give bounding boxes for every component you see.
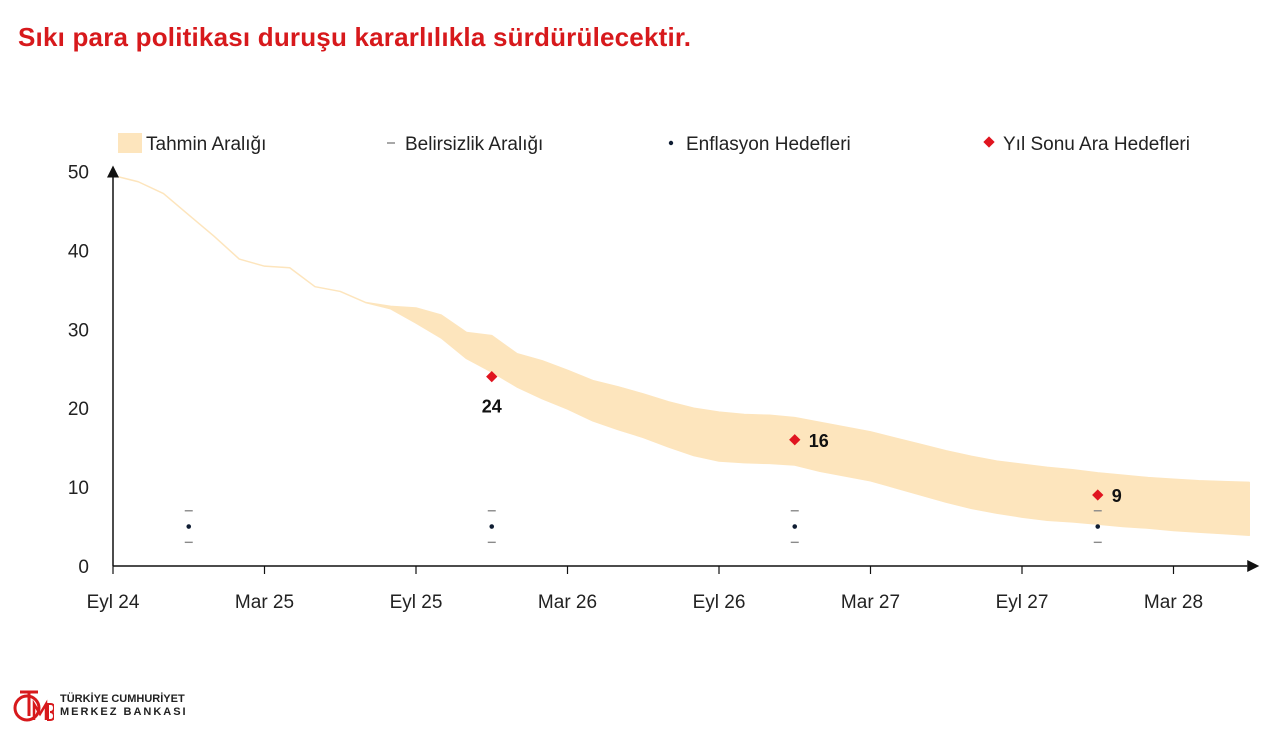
legend-uncertainty-label: Belirsizlik Aralığı — [405, 134, 543, 155]
y-tick-label: 10 — [68, 478, 89, 499]
page-title: Sıkı para politikası duruşu kararlılıkla… — [18, 22, 692, 52]
inflation-target-point — [489, 524, 495, 529]
y-tick-label: 20 — [68, 399, 89, 420]
cbrt-logo: TÜRKİYE CUMHURİYET MERKEZ BANKASI — [12, 686, 188, 726]
x-tick-label: Mar 28 — [1144, 592, 1203, 613]
y-tick-label: 0 — [78, 557, 89, 578]
interim-target-label: 16 — [809, 431, 829, 451]
logo-text: TÜRKİYE CUMHURİYET MERKEZ BANKASI — [60, 693, 188, 719]
legend-interim-swatch — [983, 136, 995, 148]
inflation-target-point — [792, 524, 798, 529]
interim-target-label: 24 — [482, 397, 502, 417]
x-tick-label: Eyl 25 — [390, 592, 443, 613]
legend-targets-label: Enflasyon Hedefleri — [686, 134, 851, 155]
legend-target-swatch — [668, 140, 674, 146]
y-axis-arrow — [107, 165, 119, 178]
legend: Tahmin Aralığı Belirsizlik Aralığı Enfla… — [118, 133, 1190, 155]
interim-target-point — [486, 370, 498, 383]
x-tick-label: Mar 27 — [841, 592, 900, 613]
x-tick-label: Mar 26 — [538, 592, 597, 613]
forecast-band — [112, 174, 1250, 536]
inflation-target-point — [1095, 524, 1101, 529]
plot-area: 0 10 20 30 40 50 Eyl 24 Mar 25 Eyl 25 Mar 26 Eyl 2… — [68, 163, 1260, 613]
legend-band-label: Tahmin Aralığı — [146, 134, 266, 155]
interim-target-point — [789, 434, 801, 446]
y-tick-label: 30 — [68, 320, 89, 341]
y-tick-label: 40 — [68, 241, 89, 262]
x-tick-label: Eyl 26 — [693, 592, 746, 613]
legend-interim-label: Yıl Sonu Ara Hedefleri — [1003, 134, 1190, 155]
x-tick-label: Eyl 24 — [87, 592, 140, 613]
y-tick-label: 50 — [68, 163, 89, 184]
legend-band-swatch — [118, 133, 142, 153]
logo-line-1: TÜRKİYE CUMHURİYET — [60, 693, 185, 705]
interim-target-label: 9 — [1112, 486, 1122, 506]
x-tick-label: Mar 25 — [235, 592, 294, 613]
inflation-target-point — [186, 524, 192, 529]
logo-line-2: MERKEZ BANKASI — [60, 706, 188, 718]
x-tick-label: Eyl 27 — [996, 592, 1049, 613]
x-axis-arrow — [1247, 560, 1260, 572]
tcmb-emblem-icon — [13, 690, 54, 722]
interim-target-point — [1092, 489, 1104, 501]
